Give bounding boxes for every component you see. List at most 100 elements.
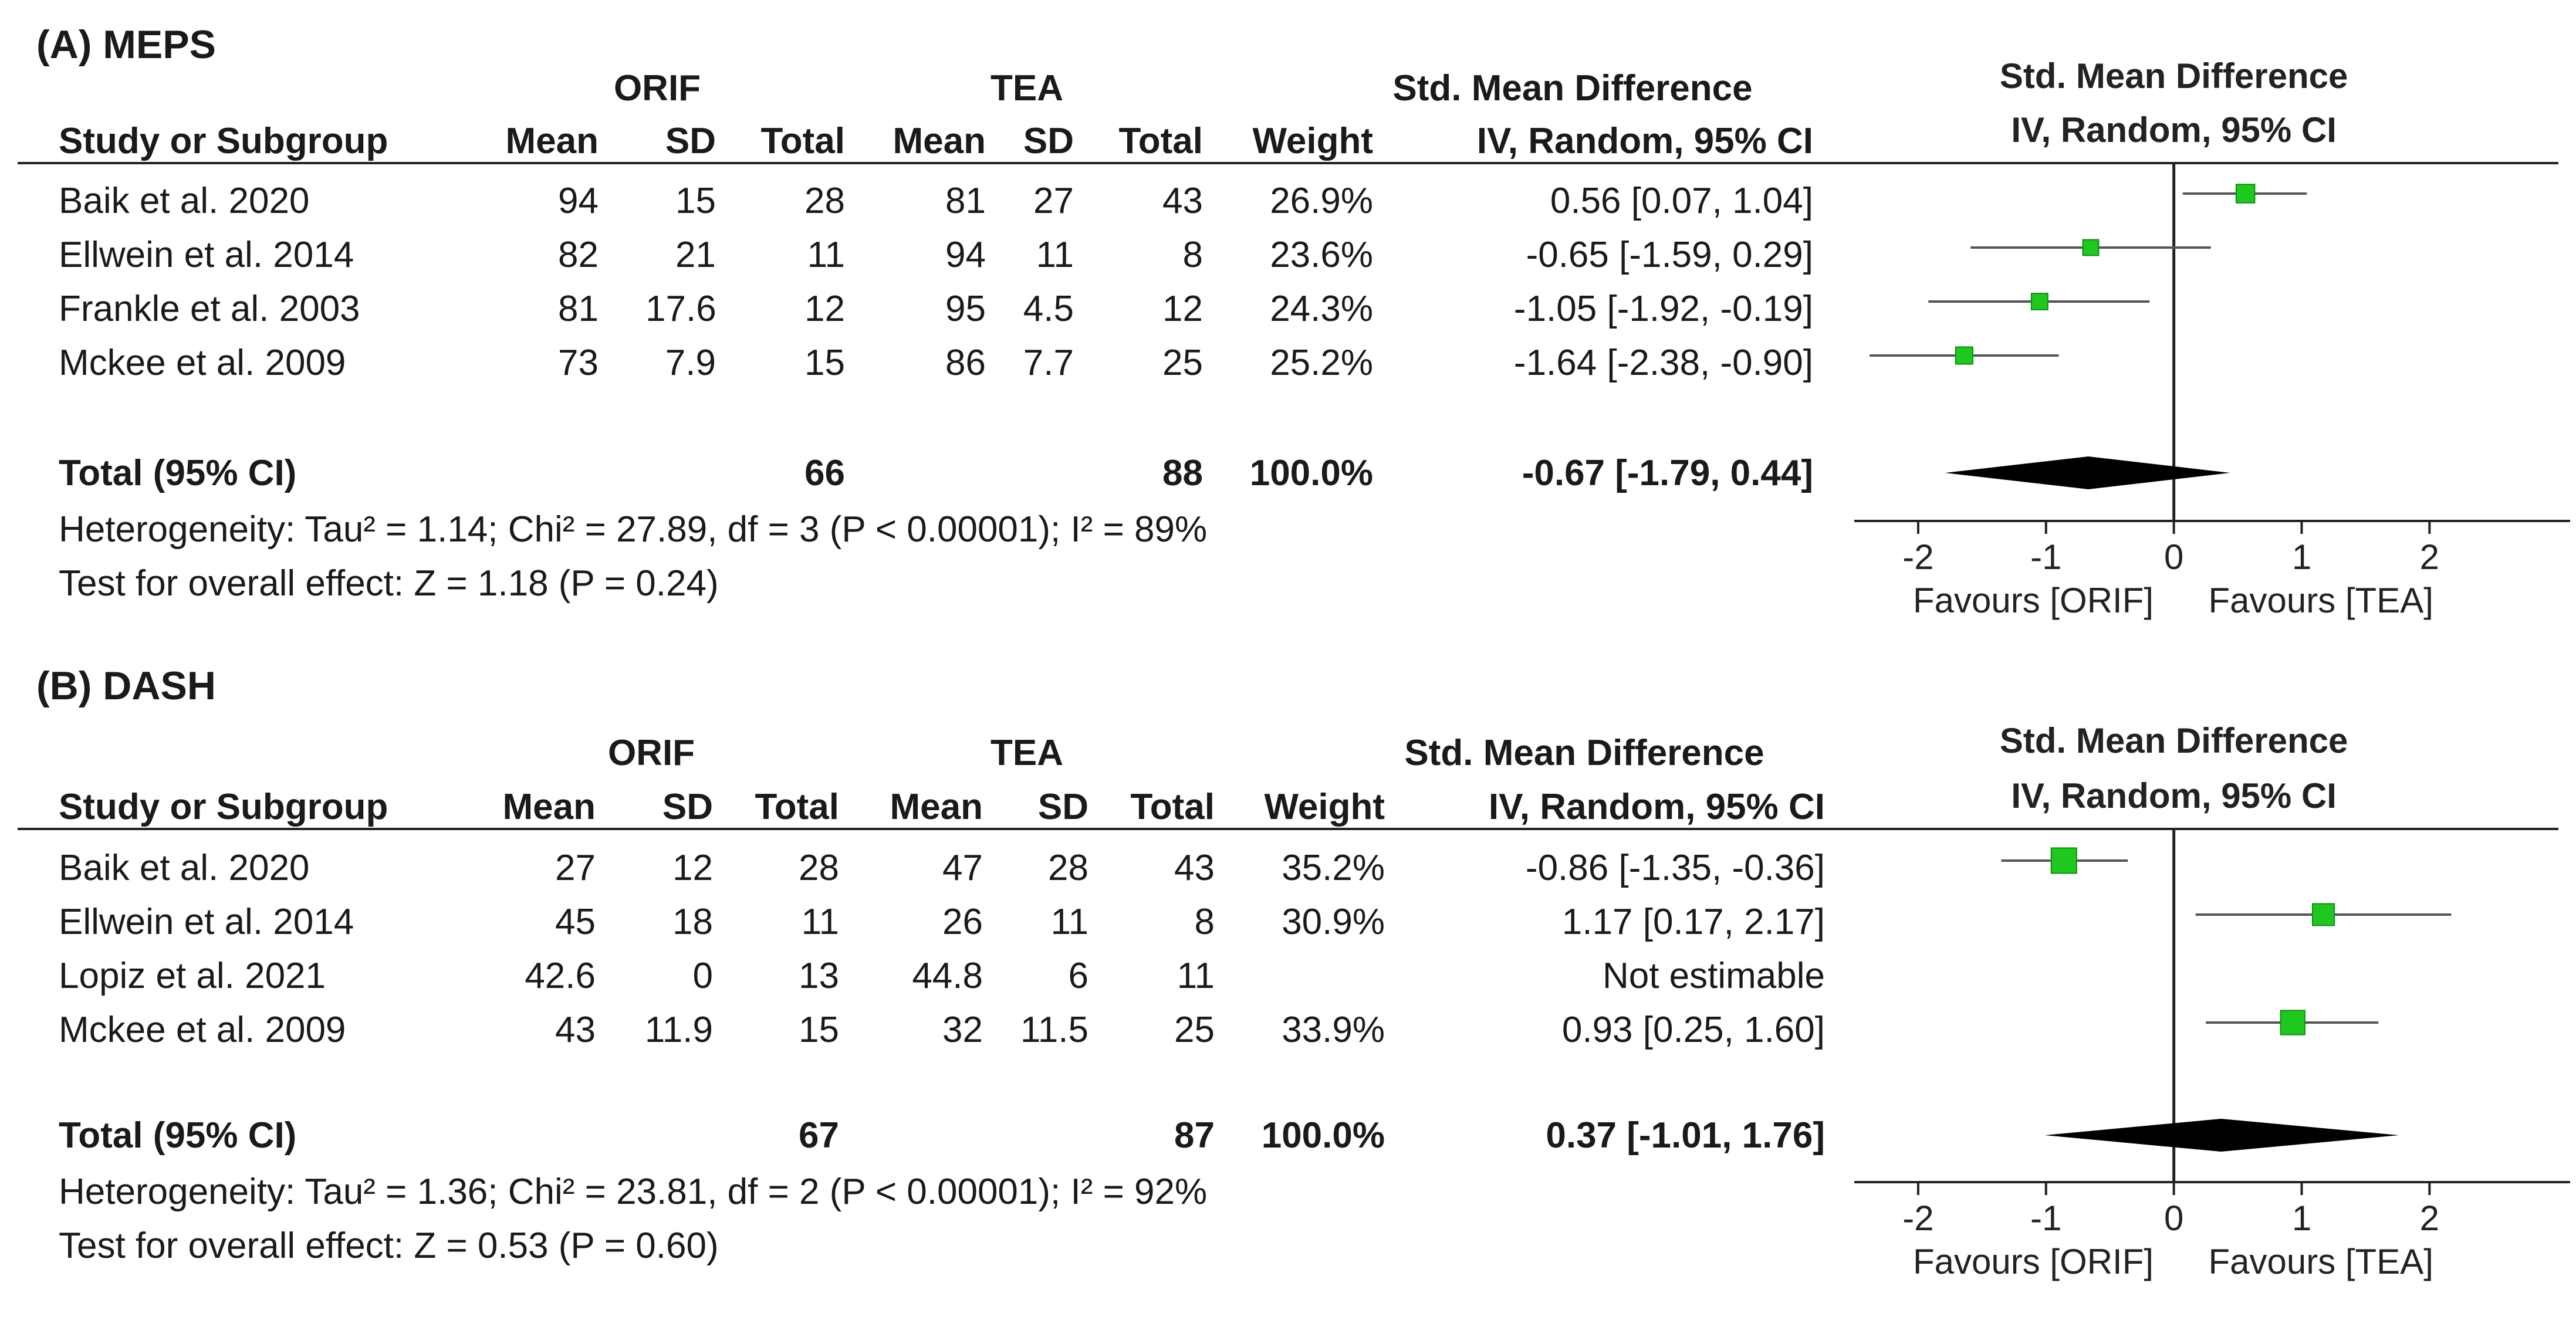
total-label: Total (95% CI)	[59, 1115, 297, 1156]
x-tick-label: -1	[2030, 537, 2061, 577]
group1-header: ORIF	[607, 733, 695, 773]
orif-mean: 73	[558, 343, 599, 383]
smd-ci: -0.86 [-1.35, -0.36]	[1525, 848, 1825, 888]
smd-ci: -1.64 [-2.38, -0.90]	[1513, 343, 1813, 383]
study-marker	[1955, 346, 1973, 365]
weight: 33.9%	[1282, 1010, 1385, 1050]
orif-total: 12	[804, 289, 845, 329]
study-name: Baik et al. 2020	[59, 181, 310, 221]
weight: 100.0%	[1261, 1115, 1385, 1156]
tea-sd: 28	[1048, 848, 1088, 888]
smd-ci: 1.17 [0.17, 2.17]	[1561, 902, 1825, 942]
total2-header: Total	[1118, 121, 1204, 161]
tea-sd: 11	[1050, 902, 1088, 942]
mean2-header: Mean	[890, 787, 983, 827]
smd-title-header: Std. Mean Difference	[1404, 733, 1764, 773]
orif-total: 66	[804, 453, 845, 493]
orif-mean: 82	[558, 235, 599, 275]
x-tick-label: 2	[2420, 537, 2439, 577]
sd1-header: SD	[665, 121, 716, 161]
tea-mean: 47	[942, 848, 983, 888]
tea-total: 8	[1182, 235, 1203, 275]
overall-effect-text: Test for overall effect: Z = 0.53 (P = 0…	[59, 1226, 719, 1266]
favours-right-label: Favours [TEA]	[2208, 1242, 2433, 1281]
study-marker	[2050, 847, 2077, 874]
tea-total: 88	[1162, 453, 1203, 493]
orif-total: 11	[801, 902, 839, 942]
sd2-header: SD	[1023, 121, 1074, 161]
tea-mean: 26	[942, 902, 983, 942]
orif-mean: 43	[555, 1010, 596, 1050]
x-tick-label: 0	[2164, 1199, 2183, 1238]
plot-title: Std. Mean Difference	[2000, 56, 2348, 96]
header-rule	[18, 162, 2558, 164]
total1-header: Total	[755, 787, 840, 827]
tea-total: 43	[1162, 181, 1203, 221]
favours-right-label: Favours [TEA]	[2208, 581, 2433, 620]
forest-panel-meps: (A) MEPS ORIF TEA Std. Mean Difference S…	[0, 0, 2576, 654]
forest-panel-dash: (B) DASH ORIF TEA Std. Mean Difference S…	[0, 666, 2576, 1320]
tea-mean: 32	[942, 1010, 983, 1050]
tea-sd: 11.5	[1020, 1010, 1088, 1050]
weight: 23.6%	[1270, 235, 1373, 275]
study-name: Mckee et al. 2009	[59, 343, 346, 383]
study-name: Baik et al. 2020	[59, 848, 310, 888]
smd-method-header: IV, Random, 95% CI	[1488, 787, 1825, 827]
plot-title: Std. Mean Difference	[2000, 721, 2348, 760]
heterogeneity-text: Heterogeneity: Tau² = 1.36; Chi² = 23.81…	[59, 1172, 1208, 1212]
tea-mean: 44.8	[912, 956, 983, 996]
group1-header: ORIF	[613, 68, 701, 109]
sd2-header: SD	[1037, 787, 1088, 827]
weight: 25.2%	[1270, 343, 1373, 383]
study-marker	[2030, 293, 2048, 310]
orif-total: 15	[799, 1010, 839, 1050]
orif-total: 28	[799, 848, 839, 888]
weight: 30.9%	[1282, 902, 1385, 942]
study-name: Frankle et al. 2003	[59, 289, 360, 329]
tea-mean: 86	[945, 343, 986, 383]
orif-sd: 12	[672, 848, 713, 888]
tea-total: 43	[1174, 848, 1215, 888]
favours-left-label: Favours [ORIF]	[1913, 581, 2154, 620]
plot-method: IV, Random, 95% CI	[2011, 110, 2337, 150]
orif-sd: 15	[675, 181, 716, 221]
orif-mean: 42.6	[525, 956, 596, 996]
orif-mean: 45	[555, 902, 596, 942]
tea-mean: 94	[945, 235, 986, 275]
sd1-header: SD	[662, 787, 713, 827]
tea-sd: 11	[1036, 235, 1074, 275]
x-tick-label: -2	[1902, 1199, 1933, 1238]
tea-total: 12	[1162, 289, 1203, 329]
study-name: Ellwein et al. 2014	[59, 902, 354, 942]
total1-header: Total	[760, 121, 846, 161]
weight: 26.9%	[1270, 181, 1373, 221]
panel-title: (B) DASH	[36, 664, 216, 708]
smd-ci: Not estimable	[1602, 956, 1825, 996]
group2-header: TEA	[990, 68, 1063, 109]
study-header: Study or Subgroup	[59, 121, 388, 161]
x-tick-label: -2	[1902, 537, 1933, 577]
orif-total: 13	[799, 956, 839, 996]
tea-sd: 27	[1033, 181, 1074, 221]
forest-plot: Std. Mean Difference IV, Random, 95% CI -2…	[1854, 721, 2570, 1281]
total2-header: Total	[1130, 787, 1215, 827]
tea-total: 25	[1162, 343, 1203, 383]
total-label: Total (95% CI)	[59, 453, 297, 493]
mean2-header: Mean	[893, 121, 986, 161]
tea-total: 87	[1174, 1115, 1215, 1156]
study-name: Lopiz et al. 2021	[59, 956, 326, 996]
study-name: Mckee et al. 2009	[59, 1010, 346, 1050]
tea-total: 8	[1194, 902, 1215, 942]
overall-effect-text: Test for overall effect: Z = 1.18 (P = 0…	[59, 563, 719, 604]
study-header: Study or Subgroup	[59, 787, 388, 827]
study-marker	[2280, 1010, 2305, 1035]
study-marker	[2235, 184, 2256, 204]
smd-title-header: Std. Mean Difference	[1392, 68, 1753, 109]
study-name: Ellwein et al. 2014	[59, 235, 354, 275]
orif-mean: 94	[558, 181, 599, 221]
orif-sd: 18	[672, 902, 713, 942]
tea-total: 11	[1177, 956, 1215, 996]
pooled-diamond	[1945, 456, 2230, 489]
forest-plot: Std. Mean Difference IV, Random, 95% CI -2…	[1854, 56, 2570, 620]
weight: 100.0%	[1249, 453, 1373, 493]
